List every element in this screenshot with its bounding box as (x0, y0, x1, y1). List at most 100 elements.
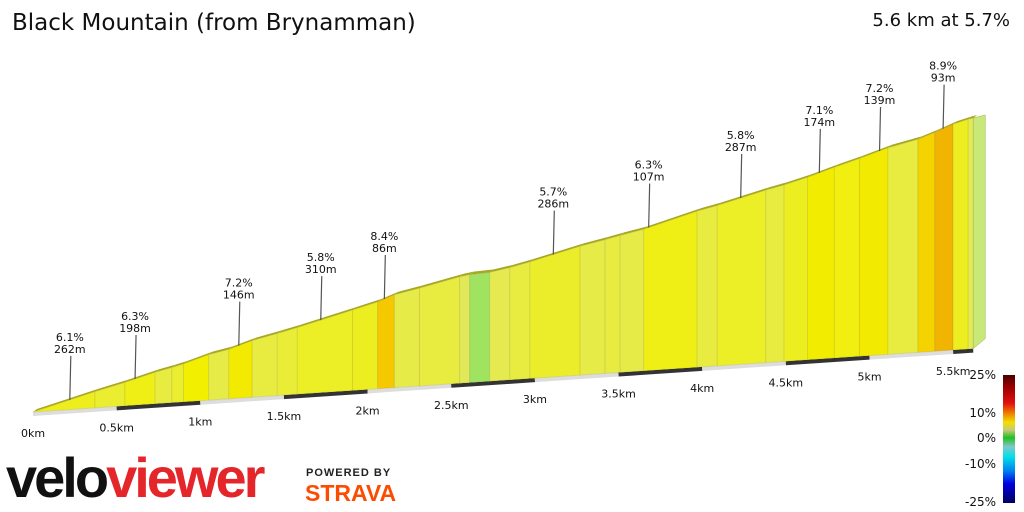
annotation-leader-line (942, 84, 945, 129)
annotation-length: 286m (537, 198, 569, 211)
annotation-leader-line (134, 334, 137, 380)
annotation-gradient: 6.3% (121, 310, 149, 323)
x-tick-label: 0.5km (99, 421, 134, 434)
x-tick-label: 3.5km (601, 388, 636, 401)
baseline-segment (869, 349, 954, 360)
annotation-length: 287m (725, 141, 757, 154)
profile-top-edge (834, 155, 864, 168)
gradient-segment (489, 266, 511, 382)
annotation-leader-line (238, 301, 241, 346)
profile-top-edge (765, 181, 789, 191)
baseline-segment (283, 389, 368, 400)
profile-end-face (972, 114, 986, 350)
profile-top-edge (953, 116, 973, 125)
strava-logo: STRAVA (305, 480, 397, 506)
profile-top-edge (529, 243, 585, 262)
annotation-length: 262m (54, 343, 86, 356)
gradient-segment (858, 147, 889, 357)
x-tick-label: 0km (21, 427, 45, 440)
page-title: Black Mountain (from Brynamman) (12, 10, 416, 36)
gradient-segment (418, 276, 461, 387)
legend-label: 10% (969, 406, 996, 420)
annotation-leader-line (818, 128, 821, 173)
profile-top-edge (352, 298, 382, 311)
annotation-gradient: 6.1% (56, 331, 84, 344)
baseline-segment (702, 361, 786, 371)
annotation-gradient: 5.8% (307, 251, 335, 264)
profile-top-edge (968, 115, 978, 120)
gradient-segment (459, 273, 471, 384)
profile-top-edge (183, 351, 213, 364)
x-tick-label: 4km (690, 382, 714, 395)
gradient-segment (917, 131, 936, 353)
gradient-segment (716, 189, 767, 367)
gradient-segment (377, 293, 395, 390)
profile-top-edge (918, 129, 939, 140)
gradient-segment (251, 332, 278, 398)
profile-top-edge (394, 285, 424, 295)
gradient-segment (765, 184, 785, 364)
annotation-length: 310m (305, 263, 337, 276)
baseline-segment (953, 348, 974, 354)
annotation-length: 146m (223, 289, 255, 302)
profile-top-edge (125, 369, 160, 383)
profile-top-edge (277, 324, 302, 334)
x-tick-label: 2km (356, 404, 380, 417)
gradient-segment (529, 245, 581, 380)
annotation-length: 174m (803, 116, 835, 129)
veloviewer-logo: veloviewer (6, 446, 265, 509)
profile-top-edge (469, 269, 494, 275)
climb-summary: 5.6 km at 5.7% (872, 10, 1010, 31)
gradient-segment (393, 287, 420, 389)
annotation-gradient: 5.7% (539, 186, 567, 199)
profile-top-edge (489, 264, 514, 273)
profile-top-edge (697, 202, 722, 212)
profile-top-edge (807, 164, 839, 178)
annotation-gradient: 6.3% (635, 159, 663, 172)
annotation-leader-line (878, 106, 882, 151)
gradient-segment (579, 238, 606, 376)
profile-top-edge (155, 364, 176, 373)
annotation-gradient: 7.2% (866, 82, 894, 95)
x-tick-label: 4.5km (769, 376, 804, 389)
profile-top-edge (643, 208, 702, 230)
baseline-segment (785, 355, 870, 366)
profile-top-edge (580, 236, 610, 247)
legend-label: -10% (964, 457, 996, 471)
annotation-leader-line (740, 154, 743, 199)
profile-top-edge (94, 379, 130, 392)
gradient-segment (276, 326, 298, 397)
gradient-segment (643, 210, 698, 372)
gradient-segment (208, 348, 230, 401)
gradient-segment (934, 123, 954, 352)
profile-top-edge (33, 388, 99, 412)
profile-top-edge (252, 330, 282, 341)
gradient-segment (887, 138, 919, 355)
x-tick-label: 5km (857, 371, 881, 384)
profile-top-edge (208, 346, 233, 355)
profile-top-edge (419, 273, 464, 289)
profile-top-edge (228, 337, 257, 350)
gradient-segment (352, 301, 379, 391)
gradient-segment (696, 204, 718, 368)
gradient-segment (171, 363, 185, 404)
annotation-leader-line (69, 355, 72, 400)
x-tick-label: 1km (188, 416, 212, 429)
legend-label: -25% (964, 495, 996, 509)
legend-label: 0% (976, 431, 996, 445)
profile-top-edge (297, 307, 357, 328)
annotation-leader-line (552, 210, 555, 255)
gradient-segment (833, 157, 860, 359)
annotation-length: 86m (372, 242, 397, 255)
profile-top-edge (171, 360, 188, 368)
annotation-length: 93m (931, 72, 956, 85)
baseline-segment (116, 400, 201, 411)
annotation-leader-line (320, 276, 323, 321)
annotation-gradient: 8.4% (370, 230, 398, 243)
baseline-segment (534, 372, 619, 383)
x-tick-label: 1.5km (267, 410, 302, 423)
baseline-segment (618, 366, 703, 377)
gradient-segment (967, 117, 974, 350)
baseline-segment (200, 395, 285, 405)
